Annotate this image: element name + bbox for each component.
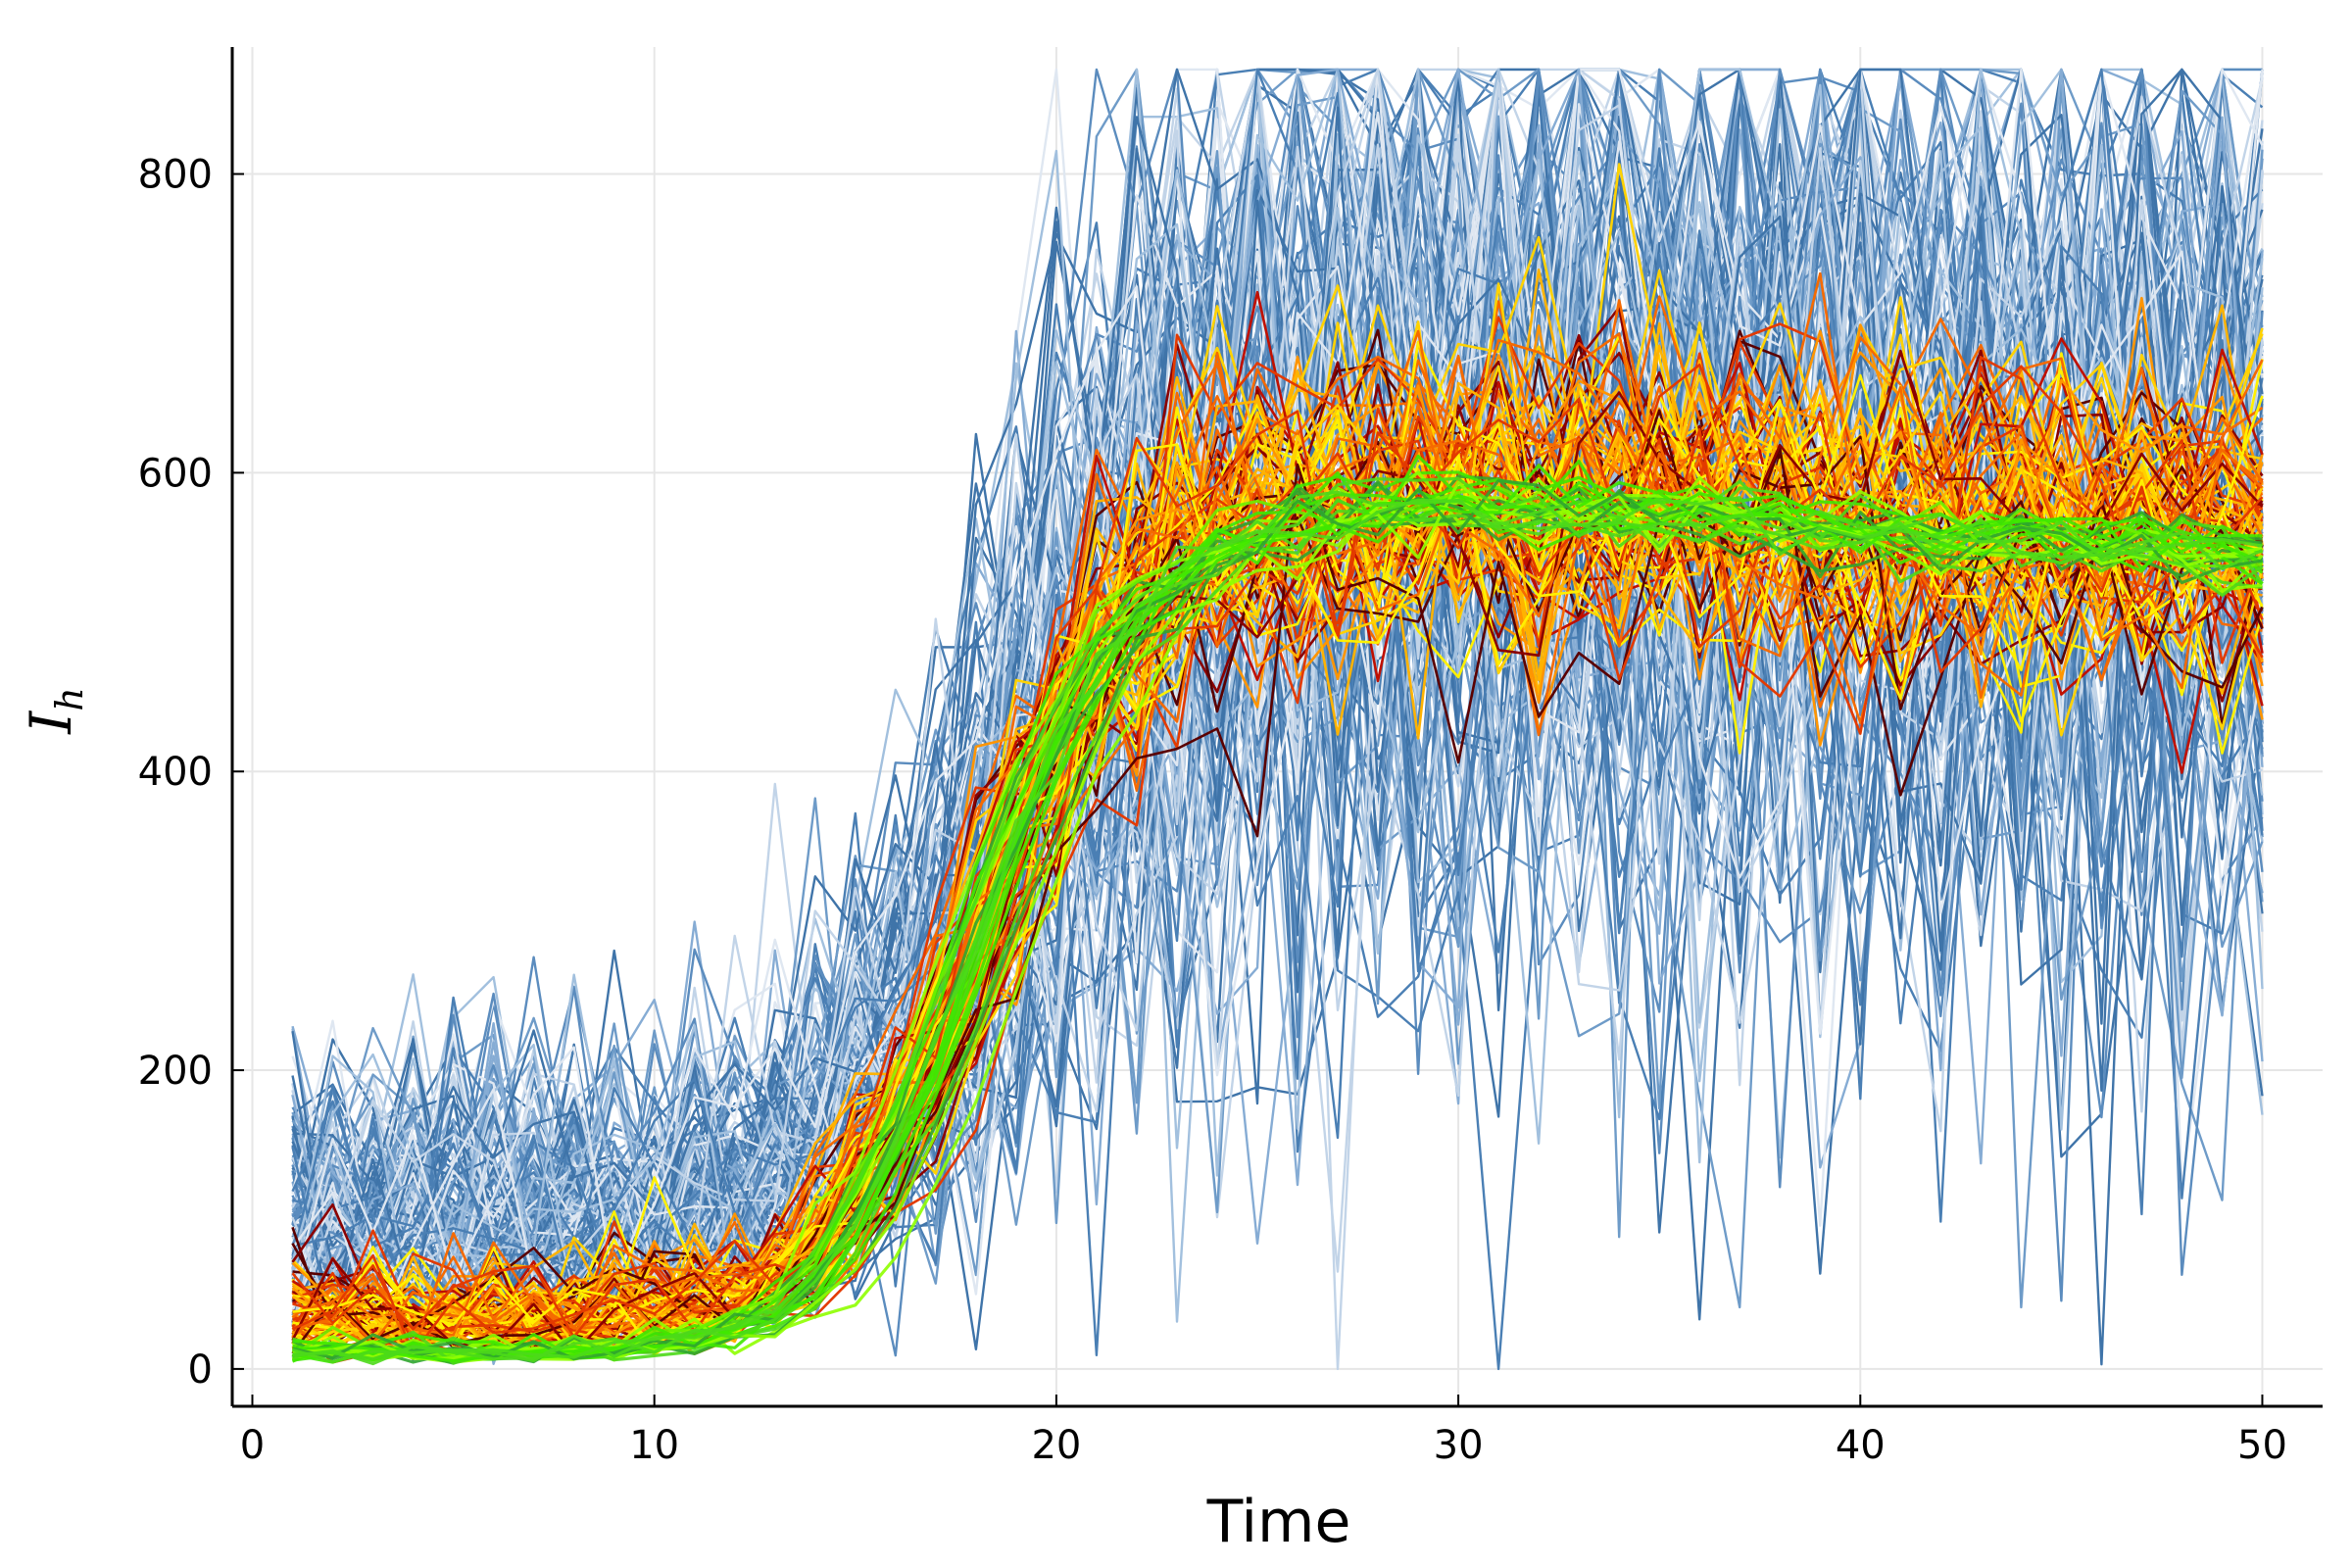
series-line bbox=[292, 493, 2264, 1362]
x-tick-label: 30 bbox=[1434, 1423, 1484, 1468]
series-line bbox=[291, 381, 2264, 1352]
tick-labels: 0 10 20 30 40 50 0 200 400 600 800 bbox=[138, 153, 2287, 1468]
y-tick-label: 0 bbox=[188, 1348, 213, 1393]
series-group-blue bbox=[291, 68, 2264, 1371]
axes bbox=[230, 47, 2323, 1408]
x-tick-label: 0 bbox=[240, 1423, 265, 1468]
x-axis-title: Time bbox=[1206, 1488, 1351, 1556]
series-line bbox=[292, 476, 2263, 1366]
series-line bbox=[291, 185, 2264, 1357]
series-line bbox=[291, 411, 2264, 1352]
series-line bbox=[292, 316, 2263, 1344]
y-tick-label: 600 bbox=[138, 451, 213, 496]
x-tick-label: 10 bbox=[629, 1423, 679, 1468]
series-line bbox=[292, 417, 2263, 1338]
series-lines bbox=[291, 68, 2264, 1371]
series-line bbox=[292, 240, 2264, 1320]
y-axis-title: Ih bbox=[18, 687, 91, 734]
series-line bbox=[291, 383, 2263, 1353]
x-tick-label: 40 bbox=[1836, 1423, 1886, 1468]
x-tick-label: 50 bbox=[2237, 1423, 2287, 1468]
series-line bbox=[292, 498, 2264, 1364]
y-tick-label: 800 bbox=[138, 153, 213, 198]
series-group-green bbox=[291, 454, 2264, 1366]
y-tick-label: 200 bbox=[138, 1049, 213, 1094]
series-line bbox=[292, 478, 2263, 1361]
y-tick-label: 400 bbox=[138, 750, 213, 795]
series-line bbox=[291, 363, 2264, 1355]
x-tick-label: 20 bbox=[1031, 1423, 1081, 1468]
